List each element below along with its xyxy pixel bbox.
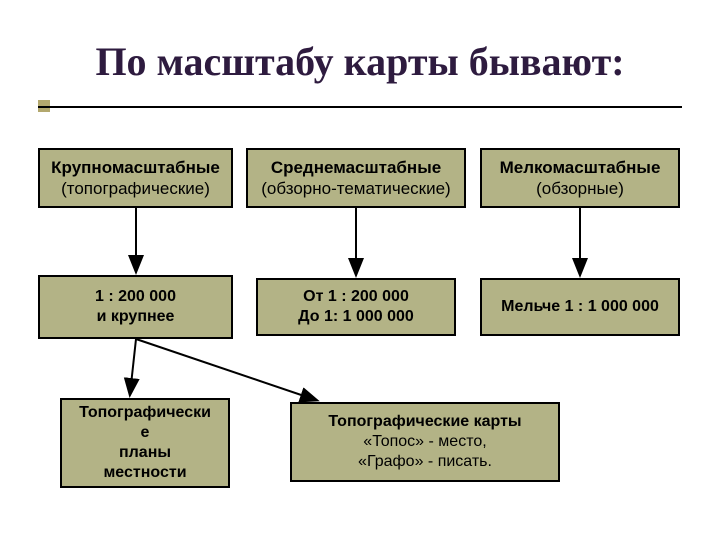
small-scale-value-l1: Мельче 1 : 1 000 000 [501, 297, 659, 317]
box-large-scale-value: 1 : 200 000 и крупнее [38, 275, 233, 339]
topo-plans-l4: местности [103, 463, 186, 483]
topo-maps-l1: Топографические карты [328, 412, 521, 432]
medium-scale-title: Среднемасштабные [271, 157, 441, 178]
large-scale-value-l1: 1 : 200 000 [95, 287, 176, 307]
medium-scale-value-l1: От 1 : 200 000 [303, 287, 409, 307]
topo-plans-l3: планы [119, 443, 171, 463]
topo-plans-l1: Топографически [79, 403, 211, 423]
medium-scale-subtitle: (обзорно-тематические) [261, 178, 450, 199]
slide-title: По масштабу карты бывают: [0, 38, 720, 85]
topo-maps-l3: «Графо» - писать. [358, 452, 492, 472]
box-small-scale-header: Мелкомасштабные (обзорные) [480, 148, 680, 208]
topo-plans-l2: е [141, 423, 150, 443]
box-topographic-plans: Топографически е планы местности [60, 398, 230, 488]
title-underline [38, 106, 682, 108]
arrow-branch-right [136, 339, 316, 400]
large-scale-title: Крупномасштабные [51, 157, 220, 178]
medium-scale-value-l2: До 1: 1 000 000 [298, 307, 414, 327]
box-small-scale-value: Мельче 1 : 1 000 000 [480, 278, 680, 336]
large-scale-value-l2: и крупнее [97, 307, 175, 327]
box-medium-scale-header: Среднемасштабные (обзорно-тематические) [246, 148, 466, 208]
box-large-scale-header: Крупномасштабные (топографические) [38, 148, 233, 208]
slide: По масштабу карты бывают: Крупномасштабн… [0, 0, 720, 540]
box-medium-scale-value: От 1 : 200 000 До 1: 1 000 000 [256, 278, 456, 336]
large-scale-subtitle: (топографические) [61, 178, 210, 199]
small-scale-subtitle: (обзорные) [536, 178, 624, 199]
small-scale-title: Мелкомасштабные [500, 157, 661, 178]
arrow-branch-left [130, 339, 136, 394]
box-topographic-maps: Топографические карты «Топос» - место, «… [290, 402, 560, 482]
topo-maps-l2: «Топос» - место, [363, 432, 486, 452]
